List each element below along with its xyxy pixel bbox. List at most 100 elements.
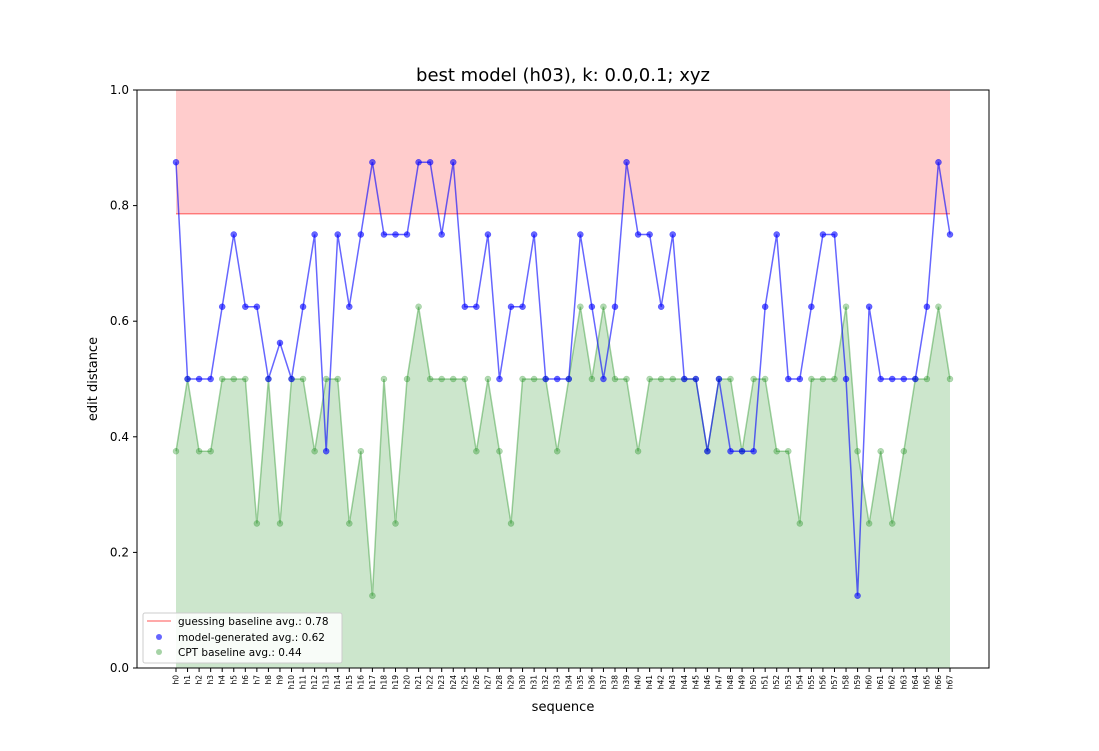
- cpt-baseline-point: [392, 520, 399, 527]
- x-tick-label: h60: [865, 675, 874, 690]
- cpt-baseline-point: [888, 520, 896, 527]
- cpt-baseline-area: [176, 306, 950, 668]
- x-tick-label: h36: [587, 675, 596, 690]
- x-tick-label: h64: [911, 675, 920, 690]
- x-tick-label: h10: [287, 675, 296, 690]
- x-tick-label: h18: [379, 675, 388, 690]
- cpt-baseline-point: [553, 448, 561, 455]
- model-generated-point: [761, 303, 769, 310]
- cpt-baseline-point: [461, 375, 469, 383]
- cpt-baseline-point: [808, 375, 815, 383]
- y-axis: 0.0 0.2 0.4 0.6 0.8 1.0: [110, 83, 137, 675]
- x-tick-label: h52: [772, 675, 781, 690]
- x-tick-label: h43: [668, 675, 677, 690]
- model-generated-point: [542, 375, 549, 383]
- x-tick-label: h44: [680, 675, 689, 690]
- x-tick-label: h2: [195, 675, 204, 685]
- y-axis-label: edit distance: [86, 337, 101, 421]
- cpt-baseline-point: [785, 448, 792, 455]
- model-generated-point: [403, 231, 411, 238]
- x-tick-label: h51: [761, 675, 770, 690]
- cpt-baseline-point: [311, 448, 318, 455]
- cpt-baseline-point: [438, 375, 445, 383]
- x-tick-label: h12: [310, 675, 319, 690]
- cpt-baseline-point: [369, 592, 376, 599]
- cpt-baseline-point: [484, 375, 492, 383]
- model-generated-point: [831, 231, 838, 238]
- x-tick-label: h41: [645, 675, 654, 690]
- model-generated-point: [473, 303, 480, 310]
- x-tick-label: h58: [842, 675, 851, 690]
- plot-frame: [136, 89, 990, 669]
- cpt-baseline-point: [611, 375, 619, 383]
- cpt-baseline-point: [207, 448, 214, 455]
- cpt-baseline-point: [900, 448, 908, 455]
- model-generated-point: [184, 375, 191, 383]
- cpt-baseline-point: [634, 448, 642, 455]
- x-tick-label: h54: [795, 675, 804, 690]
- cpt-baseline-point: [507, 520, 515, 527]
- model-generated-point: [704, 448, 711, 455]
- model-generated-point: [530, 231, 538, 238]
- x-tick-label: h22: [426, 675, 435, 690]
- model-generated-point: [750, 448, 757, 455]
- x-tick-label: h21: [414, 675, 423, 690]
- cpt-baseline-point: [473, 448, 480, 455]
- x-tick-label: h7: [252, 675, 261, 685]
- y-tick-label: 0.6: [110, 314, 129, 328]
- cpt-baseline-point: [346, 520, 353, 527]
- model-generated-point: [577, 231, 584, 238]
- x-tick-label: h3: [206, 675, 215, 685]
- cpt-baseline-point: [380, 375, 388, 383]
- x-tick-label: h15: [345, 675, 354, 690]
- x-tick-label: h48: [726, 675, 735, 690]
- model-generated-point: [461, 303, 469, 310]
- cpt-baseline-point: [646, 375, 653, 383]
- series-points: [172, 159, 954, 599]
- model-generated-point: [692, 375, 700, 383]
- model-generated-point: [334, 231, 341, 238]
- model-generated-point: [230, 231, 238, 238]
- x-tick-label: h11: [299, 675, 308, 690]
- x-tick-label: h13: [322, 675, 331, 690]
- cpt-baseline-point: [877, 448, 884, 455]
- cpt-baseline-point: [796, 520, 804, 527]
- model-generated-point: [265, 375, 272, 383]
- cpt-baseline-point: [218, 375, 226, 383]
- x-tick-label: h37: [599, 675, 608, 690]
- y-tick-label: 0.8: [110, 199, 129, 213]
- x-tick-label: h40: [634, 675, 643, 690]
- model-generated-point: [276, 339, 284, 347]
- x-tick-label: h61: [876, 675, 885, 690]
- x-tick-label: h50: [749, 675, 758, 690]
- x-tick-label: h39: [622, 675, 631, 690]
- model-generated-point: [311, 231, 318, 238]
- model-generated-point: [935, 159, 942, 166]
- model-generated-point: [715, 375, 723, 383]
- model-generated-point: [507, 303, 515, 310]
- model-generated-point: [669, 231, 676, 238]
- model-generated-point: [392, 231, 399, 238]
- model-generated-point: [773, 231, 780, 238]
- x-tick-label: h42: [657, 675, 666, 690]
- x-tick-label: h47: [714, 675, 723, 690]
- x-tick-label: h20: [403, 675, 412, 690]
- y-tick-label: 0.4: [110, 430, 129, 444]
- model-generated-point: [253, 303, 261, 310]
- model-generated-point: [380, 231, 388, 238]
- cpt-baseline-point: [299, 375, 307, 383]
- cpt-baseline-point: [322, 375, 330, 383]
- x-tick-label: h30: [518, 675, 527, 690]
- x-tick-label: h14: [333, 675, 342, 690]
- chart-title: best model (h03), k: 0.0,0.1; xyz: [416, 65, 710, 86]
- cpt-baseline-point: [623, 375, 630, 383]
- model-generated-point: [565, 375, 573, 383]
- guessing-baseline-area: [176, 90, 950, 214]
- cpt-baseline-point: [357, 448, 365, 455]
- model-generated-point: [946, 231, 954, 238]
- model-generated-point: [611, 303, 619, 310]
- model-generated-point: [369, 159, 376, 166]
- x-tick-label: h1: [183, 675, 192, 685]
- x-tick-label: h31: [530, 675, 539, 690]
- x-tick-label: h29: [507, 675, 516, 690]
